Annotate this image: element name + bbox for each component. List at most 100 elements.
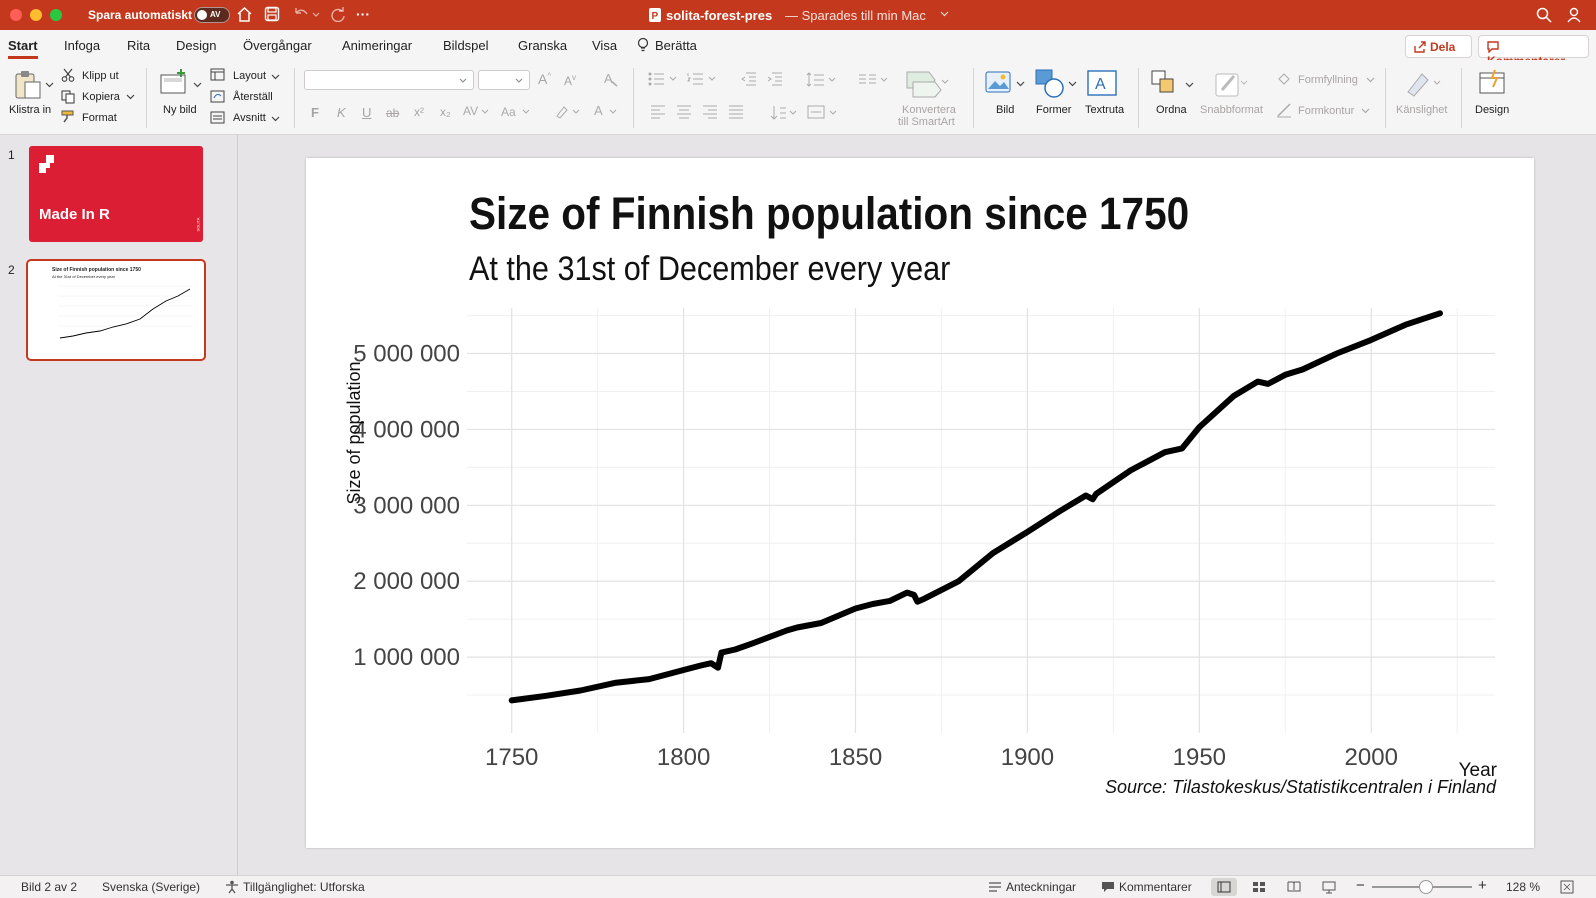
status-comments-button[interactable]: Kommentarer bbox=[1119, 880, 1192, 894]
columns-icon[interactable] bbox=[858, 72, 890, 88]
tab-overgangar[interactable]: Övergångar bbox=[243, 38, 312, 53]
reset-label[interactable]: Återställ bbox=[233, 91, 273, 103]
bullets-icon[interactable] bbox=[648, 72, 680, 86]
autosave-toggle[interactable]: AV bbox=[194, 7, 230, 23]
shape-fill-icon[interactable] bbox=[1276, 71, 1292, 87]
slide-subtitle[interactable]: At the 31st of December every year bbox=[469, 250, 951, 288]
numbering-icon[interactable] bbox=[687, 72, 719, 86]
font-size-select[interactable] bbox=[478, 70, 530, 90]
slide-sorter-icon[interactable] bbox=[1252, 881, 1266, 893]
shape-outline-icon[interactable] bbox=[1276, 102, 1292, 118]
home-icon[interactable] bbox=[236, 6, 253, 23]
save-icon[interactable] bbox=[264, 6, 280, 22]
layout-label[interactable]: Layout bbox=[233, 70, 267, 82]
undo-icon[interactable] bbox=[292, 6, 322, 22]
arrange-chevron-icon[interactable] bbox=[1185, 82, 1194, 88]
slide-thumbnail-1[interactable]: Made In R SOLITA bbox=[29, 146, 203, 242]
chevron-down-icon[interactable] bbox=[940, 11, 949, 17]
shape-fill-chevron-icon[interactable] bbox=[1366, 77, 1375, 83]
italic-button[interactable]: K bbox=[337, 105, 346, 120]
shape-outline-label[interactable]: Formkontur bbox=[1298, 105, 1355, 117]
zoom-level[interactable]: 128 % bbox=[1506, 880, 1541, 894]
align-right-icon[interactable] bbox=[702, 105, 718, 119]
search-icon[interactable] bbox=[1536, 7, 1552, 23]
align-text-icon[interactable] bbox=[807, 105, 839, 121]
copy-icon[interactable] bbox=[61, 90, 75, 104]
picture-icon[interactable] bbox=[985, 70, 1013, 96]
shape-outline-chevron-icon[interactable] bbox=[1361, 108, 1370, 114]
new-slide-icon[interactable] bbox=[159, 68, 189, 98]
tab-start[interactable]: Start bbox=[8, 38, 38, 59]
subscript-button[interactable]: x₂ bbox=[440, 105, 451, 119]
designer-label[interactable]: Design bbox=[1475, 104, 1510, 116]
language-indicator[interactable]: Svenska (Sverige) bbox=[102, 880, 201, 894]
fit-to-window-icon[interactable] bbox=[1560, 880, 1574, 894]
account-icon[interactable] bbox=[1566, 6, 1584, 24]
align-center-icon[interactable] bbox=[676, 105, 692, 119]
tab-infoga[interactable]: Infoga bbox=[64, 38, 101, 53]
slide-title[interactable]: Size of Finnish population since 1750 bbox=[469, 188, 1190, 239]
cut-icon[interactable] bbox=[61, 68, 75, 82]
designer-icon[interactable] bbox=[1478, 68, 1508, 98]
tab-visa[interactable]: Visa bbox=[592, 38, 618, 53]
more-options-icon[interactable]: ··· bbox=[356, 6, 370, 22]
layout-icon[interactable] bbox=[210, 68, 225, 81]
quick-styles-icon[interactable] bbox=[1214, 68, 1248, 98]
strikethrough-button[interactable]: ab bbox=[386, 106, 400, 120]
format-painter-label[interactable]: Format bbox=[82, 112, 117, 124]
zoom-slider-thumb[interactable] bbox=[1419, 880, 1433, 894]
zoom-in-button[interactable]: + bbox=[1478, 877, 1487, 894]
document-save-status[interactable]: — Sparades till min Mac bbox=[785, 8, 926, 23]
tab-beratta[interactable]: Berätta bbox=[655, 38, 697, 53]
cut-label[interactable]: Klipp ut bbox=[82, 70, 119, 82]
arrange-label[interactable]: Ordna bbox=[1156, 104, 1187, 116]
copy-label[interactable]: Kopiera bbox=[82, 91, 120, 103]
quick-styles-label[interactable]: Snabbformat bbox=[1200, 104, 1263, 116]
paste-label[interactable]: Klistra in bbox=[9, 104, 52, 116]
shapes-icon[interactable] bbox=[1034, 68, 1066, 98]
align-left-icon[interactable] bbox=[650, 105, 666, 119]
copy-chevron-icon[interactable] bbox=[126, 94, 135, 100]
increase-indent-icon[interactable] bbox=[767, 72, 783, 86]
tab-design[interactable]: Design bbox=[176, 38, 217, 53]
reading-view-icon[interactable] bbox=[1287, 881, 1301, 893]
section-chevron-icon[interactable] bbox=[271, 116, 280, 122]
arrange-icon[interactable] bbox=[1151, 70, 1179, 98]
normal-view-button[interactable] bbox=[1211, 878, 1237, 896]
text-direction-icon[interactable] bbox=[770, 105, 800, 121]
zoom-out-button[interactable]: − bbox=[1356, 877, 1365, 894]
picture-chevron-icon[interactable] bbox=[1016, 81, 1025, 87]
sensitivity-icon[interactable] bbox=[1402, 68, 1444, 98]
textbox-icon[interactable]: A bbox=[1087, 70, 1117, 96]
format-painter-icon[interactable] bbox=[61, 110, 75, 124]
population-line-chart[interactable]: 1 000 000 2 000 000 3 000 000 4 000 000 5 00… bbox=[306, 158, 1534, 848]
bold-button[interactable]: F bbox=[311, 105, 319, 120]
zoom-window-button[interactable] bbox=[50, 9, 62, 21]
section-label[interactable]: Avsnitt bbox=[233, 112, 266, 124]
slideshow-icon[interactable] bbox=[1322, 881, 1336, 894]
textbox-label[interactable]: Textruta bbox=[1085, 104, 1125, 116]
new-slide-chevron-icon[interactable] bbox=[193, 82, 202, 88]
line-spacing-icon[interactable] bbox=[806, 72, 838, 88]
convert-smartart-label-2[interactable]: till SmartArt bbox=[898, 116, 955, 128]
shapes-label[interactable]: Former bbox=[1036, 104, 1072, 116]
decrease-indent-icon[interactable] bbox=[741, 72, 757, 86]
minimize-window-button[interactable] bbox=[30, 9, 42, 21]
share-button[interactable]: Dela bbox=[1405, 35, 1472, 58]
shapes-chevron-icon[interactable] bbox=[1068, 81, 1077, 87]
font-family-select[interactable] bbox=[304, 70, 474, 90]
close-window-button[interactable] bbox=[10, 9, 22, 21]
status-comment-icon[interactable] bbox=[1101, 881, 1115, 893]
clear-formatting-icon[interactable]: A bbox=[603, 71, 619, 87]
change-case-icon[interactable]: Aa bbox=[500, 104, 532, 120]
decrease-font-icon[interactable]: Av bbox=[564, 73, 577, 88]
tab-animeringar[interactable]: Animeringar bbox=[342, 38, 413, 53]
new-slide-label[interactable]: Ny bild bbox=[163, 104, 197, 116]
font-color-icon[interactable]: A bbox=[593, 103, 621, 121]
paste-icon[interactable] bbox=[13, 70, 43, 100]
accessibility-icon[interactable] bbox=[225, 880, 239, 894]
superscript-button[interactable]: x² bbox=[414, 105, 424, 119]
shape-fill-label[interactable]: Formfyllning bbox=[1298, 74, 1358, 86]
reset-icon[interactable] bbox=[210, 90, 225, 103]
slide-thumbnail-2[interactable]: Size of Finnish population since 1750 At… bbox=[26, 259, 206, 361]
